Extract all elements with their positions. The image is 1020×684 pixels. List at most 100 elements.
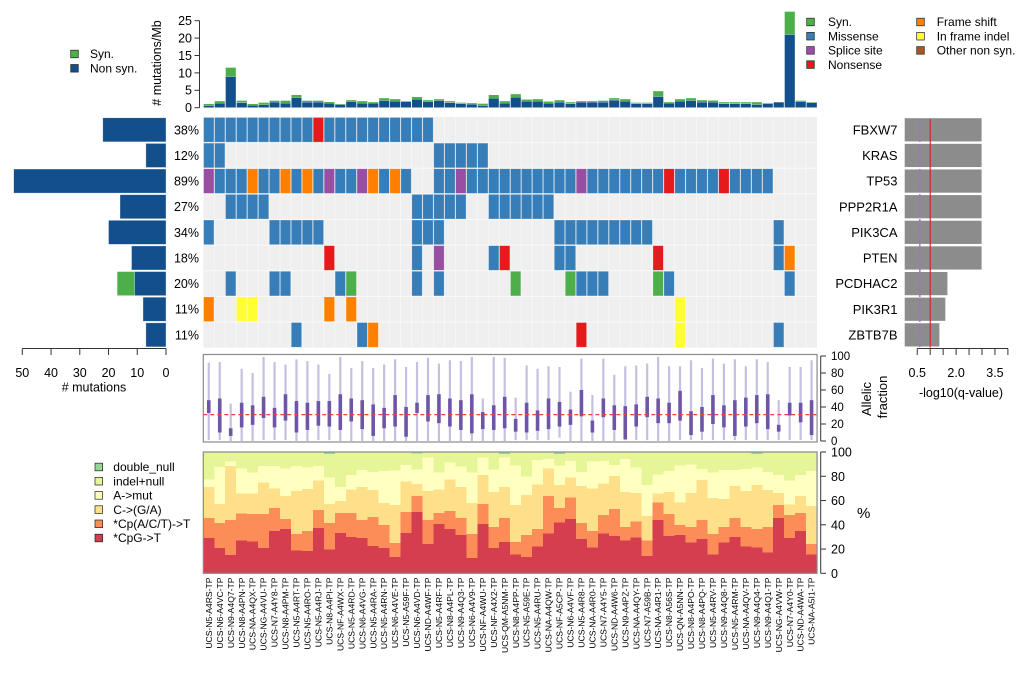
oncoprint-cell [203,142,215,169]
spectrum-bar-cp-a-c-t-t [389,542,401,557]
spectrum-bar-cp-a-c-t-t [510,541,522,555]
spectrum-bar-cpg-t [378,547,390,574]
spectrum-bar-a-mut [488,469,500,492]
legend-label: C->(G/A) [113,503,161,517]
oncoprint-cell [773,219,785,245]
spectrum-bar-c-g-a [411,484,423,496]
oncoprint-cell [564,219,576,245]
spectrum-bar-c-g-a [312,480,325,511]
spectrum-bar-c-g-a [641,515,653,541]
allelic-fraction-box [261,396,266,419]
allelic-fraction-box [733,400,737,436]
panel-border [202,451,818,574]
allelic-fraction-box [228,428,233,436]
spectrum-bar-cp-a-c-t-t [762,526,774,553]
oncoprint-cell [641,168,653,194]
sample-label: UCS-NA-A4QV-TP [741,577,751,649]
spectrum-bar-c-g-a [751,485,763,530]
spectrum-bar-indel-null [488,452,500,470]
percent-label: 27% [174,200,199,214]
spectrum-bar-c-g-a [400,481,412,512]
spectrum-bar-cp-a-c-t-t [236,513,248,541]
mutation-rate-bar-syn [521,99,533,102]
percent-label: 12% [174,149,199,163]
sample-label: UCS-N7-A4Y5-TP [598,577,608,647]
legend-swatch-double-null [94,462,103,472]
mutation-rate-bar-syn [345,99,357,103]
spectrum-bar-cpg-t [685,542,697,574]
spectrum-bar-c-g-a [521,495,533,536]
mutation-rate-bar-non-syn [433,100,445,108]
spectrum-bar-cp-a-c-t-t [608,509,620,537]
spectrum-bar-a-mut [729,470,741,487]
spectrum-bar-double-null [499,452,511,455]
spectrum-bar-c-g-a [575,486,588,523]
oncoprint-cell [214,142,226,169]
spectrum-bar-indel-null [258,452,270,467]
mutation-rate-bar-non-syn [784,34,796,109]
sample-label: UCS-NF-A5CP-TP [555,577,565,649]
allelic-fraction-box [393,395,397,427]
spectrum-bar-c-g-a [258,482,270,515]
mutation-rate-bar-non-syn [280,102,291,109]
mutation-rate-bar-non-syn [488,98,500,109]
x-tick-label: 50 [15,366,29,380]
legend-swatch-nonsense [806,60,815,69]
mutation-rate-bar-syn [718,101,730,104]
oncoprint-cell [455,168,467,194]
legend-label: indel+null [113,474,164,488]
sample-label: UCS-N6-A4VF-TP [566,577,576,647]
y-tick-label: 25 [178,14,192,28]
spectrum-bar-cpg-t [400,532,412,574]
mutation-rate-bar-non-syn [521,101,533,108]
oncoprint-cell [586,219,598,245]
spectrum-bar-a-mut [280,468,292,497]
allelic-fraction-box [667,402,671,424]
sample-label: UCS-N5-A4RU-TP [533,577,543,649]
mutation-rate-bar-syn [455,102,467,104]
allelic-fraction-box [480,412,485,430]
oncoprint-cell [652,245,664,271]
spectrum-bar-cp-a-c-t-t [301,531,314,552]
spectrum-bar-c-g-a [334,500,346,513]
x-tick-label: 20 [102,366,116,380]
spectrum-bar-indel-null [312,452,325,467]
spectrum-bar-c-g-a [740,491,752,527]
sample-label: UCS-N8-A4PO-TP [686,577,696,649]
mutation-rate-bar-syn [466,102,478,105]
spectrum-bar-cpg-t [444,529,456,574]
spectrum-bar-c-g-a [586,488,599,532]
spectrum-bar-cp-a-c-t-t [488,526,500,548]
significance-bar [903,322,941,348]
oncoprint-cell [597,219,609,245]
gene-label: PIK3R1 [853,302,898,317]
sample-label: UCS-N9-A4Q8-TP [719,577,729,648]
sample-label: UCS-N5-A4RM-TP [730,577,740,650]
spectrum-bar-indel-null [586,452,599,462]
spectrum-bar-c-g-a [532,484,544,530]
spectrum-bar-indel-null [608,452,620,465]
oncoprint-cell [564,168,576,194]
oncoprint-cell [729,168,741,194]
oncoprint-cell [214,117,226,143]
oncoprint-cell [345,270,357,297]
oncoprint-cell [378,117,390,143]
sample-label: UCS-N5-A4RA-TP [368,577,378,648]
spectrum-bar-a-mut [795,475,807,497]
oncoprint-cell [575,322,587,348]
oncoprint-cell [499,168,511,194]
spectrum-bar-a-mut [740,468,752,492]
spectrum-bar-cp-a-c-t-t [641,540,653,556]
oncoprint-cell [312,219,324,245]
y-tick-label: 0 [831,436,837,448]
spectrum-bar-indel-null [444,452,456,463]
spectrum-bar-indel-null [554,454,566,466]
oncoprint-cell [630,219,642,245]
allelic-fraction-box [809,400,814,436]
oncoprint-cell [641,219,653,245]
spectrum-bar-cpg-t [510,554,522,574]
oncoprint-cell [575,270,587,297]
spectrum-bar-c-g-a [674,502,686,526]
oncoprint-cell [378,168,390,194]
